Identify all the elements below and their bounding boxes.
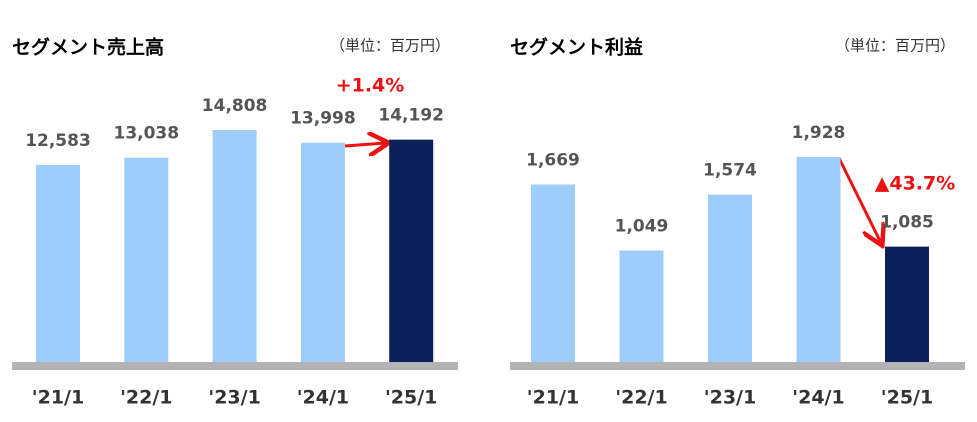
x-tick-label: '23/1 bbox=[704, 387, 756, 409]
value-label: 13,038 bbox=[113, 124, 179, 144]
value-label: 13,998 bbox=[290, 109, 356, 129]
x-tick-label: '21/1 bbox=[527, 387, 579, 409]
decline-arrow bbox=[837, 157, 881, 243]
baseline bbox=[12, 362, 458, 370]
annotation: +1.4% bbox=[336, 75, 405, 97]
bar bbox=[212, 130, 257, 362]
x-tick-label: '21/1 bbox=[32, 387, 84, 409]
bar bbox=[531, 184, 575, 362]
x-tick-label: '25/1 bbox=[881, 387, 933, 409]
chart-title: セグメント売上高 bbox=[12, 36, 164, 59]
x-tick-label: '24/1 bbox=[297, 387, 349, 409]
bar bbox=[619, 250, 664, 362]
value-label: 14,808 bbox=[202, 96, 268, 116]
value-label: 1,049 bbox=[615, 216, 669, 236]
bar bbox=[36, 164, 80, 362]
x-tick-label: '22/1 bbox=[120, 387, 172, 409]
bar bbox=[300, 142, 345, 362]
bar bbox=[389, 139, 434, 362]
value-label: 12,583 bbox=[25, 131, 91, 151]
baseline bbox=[510, 362, 965, 370]
bar bbox=[124, 157, 169, 362]
annotation: ▲43.7% bbox=[875, 173, 956, 195]
growth-arrow bbox=[344, 143, 386, 146]
x-tick-label: '22/1 bbox=[615, 387, 667, 409]
unit-label: （単位：百万円） bbox=[835, 37, 955, 55]
value-label: 1,928 bbox=[792, 123, 846, 143]
x-tick-label: '23/1 bbox=[208, 387, 260, 409]
bar bbox=[796, 157, 841, 362]
value-label: 1,574 bbox=[703, 161, 757, 181]
x-tick-label: '25/1 bbox=[385, 387, 437, 409]
x-tick-label: '24/1 bbox=[792, 387, 844, 409]
value-label: 1,085 bbox=[880, 213, 934, 233]
value-label: 1,669 bbox=[526, 151, 580, 171]
bar bbox=[708, 194, 752, 362]
unit-label: （単位：百万円） bbox=[330, 37, 450, 55]
chart-title: セグメント利益 bbox=[510, 36, 643, 59]
value-label: 14,192 bbox=[378, 106, 444, 126]
bar bbox=[885, 246, 929, 362]
